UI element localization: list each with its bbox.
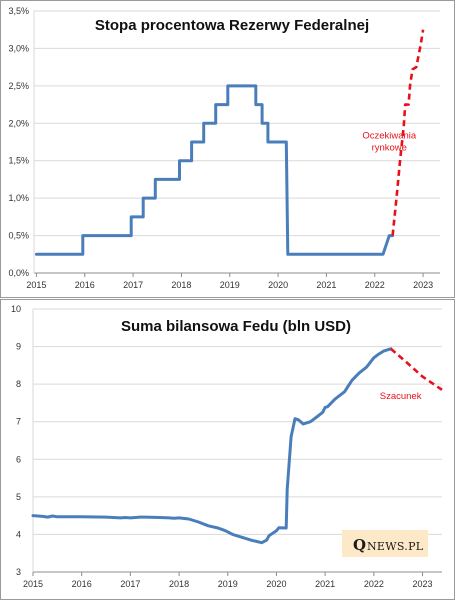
c0-y-tick-label: 3,0% (8, 43, 29, 53)
c1-x-tick-label: 2023 (413, 579, 433, 589)
logo-initial: Q (353, 536, 366, 554)
c0-annotation: Oczekiwania (362, 130, 417, 141)
c0-x-tick-label: 2019 (220, 280, 240, 290)
c1-y-tick-label: 3 (16, 567, 21, 577)
c0-y-tick-label: 2,0% (8, 118, 29, 128)
panel-frame-rates (0, 0, 455, 298)
rates-chart: 0,0% 0,5% 1,0% 1,5% 2,0% 2,5% 3,0% 3,5% 2015 2016… (8, 6, 440, 290)
logo-text: NEWS.PL (367, 540, 424, 553)
c1-y-tick-label: 8 (16, 379, 21, 389)
c0-x-tick-label: 2022 (365, 280, 385, 290)
c1-series-actual (31, 347, 393, 545)
c1-annotation: Szacunek (380, 391, 422, 402)
c0-series-forecast (391, 29, 425, 236)
c0-y-tick-label: 1,0% (8, 193, 29, 203)
c0-x-tick-label: 2020 (268, 280, 288, 290)
c0-chart-title: Stopa procentowa Rezerwy Federalnej (95, 17, 369, 34)
c0-y-tick-label: 0,5% (8, 231, 29, 241)
c1-y-tick-label: 4 (16, 529, 21, 539)
c0-y-tick-label: 1,5% (8, 156, 29, 166)
c1-y-tick-label: 6 (16, 454, 21, 464)
c0-y-tick-label: 3,5% (8, 6, 29, 16)
c1-x-tick-label: 2021 (315, 579, 335, 589)
c0-x-tick-label: 2021 (316, 280, 336, 290)
c1-x-tick-label: 2017 (120, 579, 140, 589)
c1-y-tick-label: 5 (16, 492, 21, 502)
c0-x-tick-label: 2016 (75, 280, 95, 290)
c1-series-forecast (390, 347, 443, 391)
qnews-logo: Q NEWS.PL (342, 530, 428, 557)
c1-x-tick-label: 2016 (72, 579, 92, 589)
c0-series-actual (34, 84, 395, 256)
c1-x-tick-label: 2020 (266, 579, 286, 589)
c1-x-tick-label: 2015 (23, 579, 43, 589)
c0-x-tick-label: 2018 (171, 280, 191, 290)
c0-x-tick-label: 2015 (26, 280, 46, 290)
c1-chart-title: Suma bilansowa Fedu (bln USD) (121, 318, 351, 335)
c1-y-tick-label: 7 (16, 417, 21, 427)
c0-x-tick-label: 2017 (123, 280, 143, 290)
c0-annotation: rynkowe (372, 142, 407, 153)
c0-y-tick-label: 0,0% (8, 268, 29, 278)
c1-y-tick-label: 10 (11, 304, 21, 314)
logo-background (342, 530, 428, 557)
c0-x-tick-label: 2023 (413, 280, 433, 290)
c1-x-tick-label: 2019 (218, 579, 238, 589)
c0-y-tick-label: 2,5% (8, 81, 29, 91)
c1-x-tick-label: 2018 (169, 579, 189, 589)
c1-x-tick-label: 2022 (364, 579, 384, 589)
c1-y-tick-label: 9 (16, 342, 21, 352)
